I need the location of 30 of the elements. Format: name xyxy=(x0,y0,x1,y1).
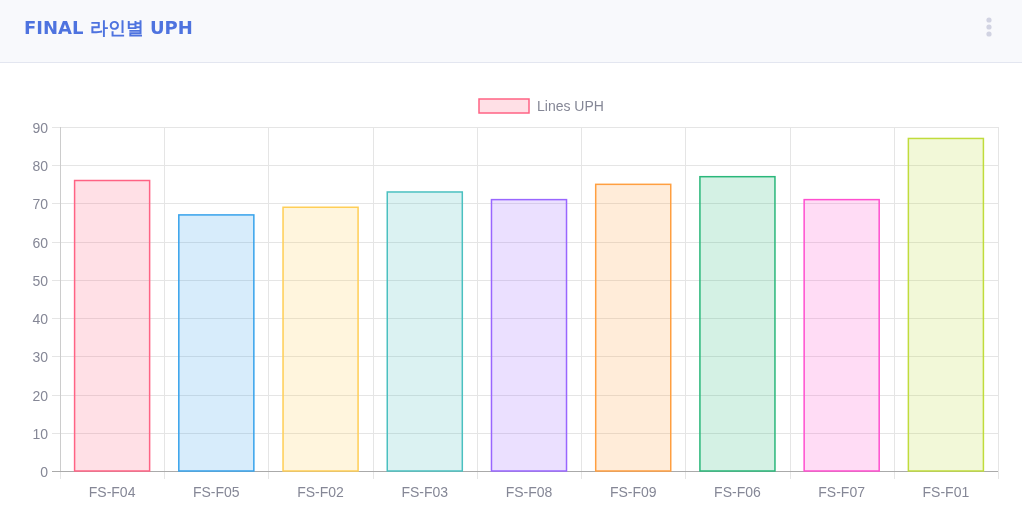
y-tick-label: 80 xyxy=(32,157,49,174)
x-tick-label: FS-F04 xyxy=(88,484,136,500)
x-tick-label: FS-F02 xyxy=(297,484,345,500)
bar xyxy=(490,198,568,472)
y-tick-label: 60 xyxy=(32,234,49,251)
y-tick-label: 30 xyxy=(32,348,49,365)
x-tick-label: FS-F03 xyxy=(401,484,449,500)
bar xyxy=(73,179,151,472)
y-tick-label: 10 xyxy=(32,425,49,442)
legend-label: Lines UPH xyxy=(537,98,604,114)
bar xyxy=(386,191,464,472)
x-tick-label: FS-F07 xyxy=(818,484,866,500)
x-tick-label: FS-F08 xyxy=(505,484,553,500)
y-tick-label: 50 xyxy=(32,272,49,289)
y-tick-label: 20 xyxy=(32,387,49,404)
bar xyxy=(907,137,985,472)
bar xyxy=(594,183,672,472)
chart-title: FINAL 라인별 UPH xyxy=(24,17,193,38)
bar xyxy=(699,175,776,472)
y-tick-label: 90 xyxy=(32,119,49,136)
bar xyxy=(282,206,359,472)
x-tick-label: FS-F05 xyxy=(192,484,240,500)
x-tick-label: FS-F01 xyxy=(922,484,970,500)
y-tick-label: 0 xyxy=(40,463,49,480)
x-tick-label: FS-F06 xyxy=(714,484,761,500)
y-tick-label: 40 xyxy=(32,310,49,327)
x-tick-label: FS-F09 xyxy=(609,484,657,500)
bar xyxy=(178,214,255,472)
bar xyxy=(803,198,880,472)
y-tick-label: 70 xyxy=(32,195,49,212)
